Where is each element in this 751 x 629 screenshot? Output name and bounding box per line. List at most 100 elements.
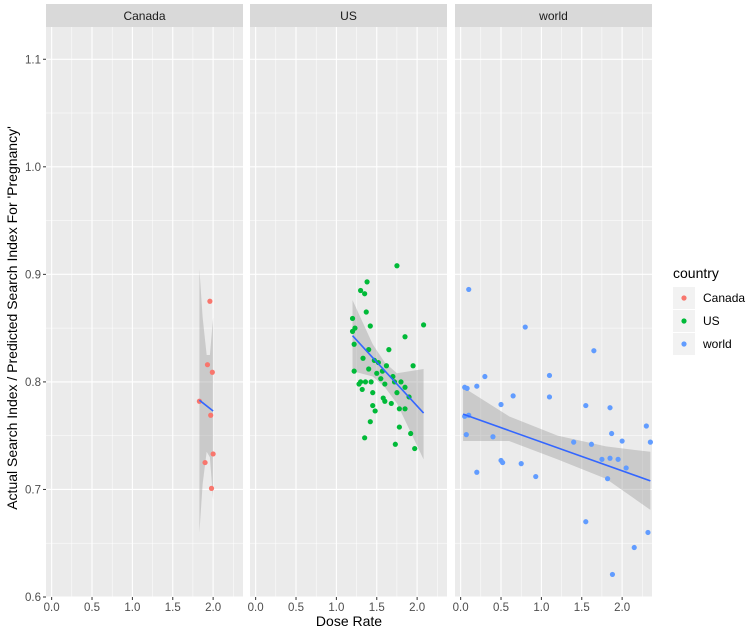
data-point-world	[474, 383, 480, 389]
fit-line-canada	[198, 399, 214, 412]
data-point-canada	[196, 398, 203, 404]
data-point-us	[410, 363, 416, 369]
data-point-us	[368, 379, 374, 385]
strip-label-world: world	[538, 9, 568, 23]
data-point-world	[464, 385, 470, 391]
x-tick-label: 2.0	[614, 602, 630, 614]
data-point-us	[356, 381, 362, 387]
x-tick-label: 0.5	[288, 602, 304, 614]
panel-background-us	[250, 27, 447, 597]
x-tick-label: 0.0	[44, 602, 60, 614]
data-point-us	[398, 379, 404, 385]
data-point-world	[607, 455, 613, 461]
y-axis-title: Actual Search Index / Predicted Search I…	[4, 126, 20, 510]
data-point-us	[367, 419, 373, 425]
facet-us: US	[250, 4, 447, 598]
legend-title: country	[673, 265, 719, 281]
x-tick-label: 1.5	[165, 602, 181, 614]
data-point-world	[607, 405, 613, 411]
data-point-us	[364, 279, 370, 285]
data-point-canada	[204, 362, 211, 368]
x-axis-title: Dose Rate	[316, 613, 382, 629]
y-tick-label: 0.6	[25, 592, 41, 604]
data-point-us	[402, 384, 408, 390]
data-point-canada	[202, 459, 208, 466]
facet-canada: Canada	[46, 4, 243, 598]
data-point-world	[510, 393, 516, 399]
data-point-us	[396, 424, 402, 430]
data-point-us	[360, 355, 366, 361]
data-point-us	[378, 376, 384, 382]
data-point-world	[522, 324, 528, 330]
data-point-world	[466, 286, 472, 293]
data-point-canada	[207, 298, 213, 304]
x-tick-label: 0.5	[493, 602, 509, 614]
data-point-world	[619, 438, 625, 444]
data-point-world	[609, 571, 616, 578]
data-point-world	[518, 461, 524, 467]
strip-label-canada: Canada	[123, 9, 165, 23]
data-point-world	[498, 401, 504, 408]
legend-label-canada: Canada	[703, 291, 745, 305]
data-point-us	[394, 263, 400, 269]
data-point-us	[362, 291, 368, 297]
data-point-us	[349, 315, 356, 322]
x-axis-us: 0.0 0.5 1.0 1.5 2.0	[248, 597, 425, 614]
y-tick-label: 1.1	[25, 54, 41, 66]
data-point-us	[386, 347, 392, 353]
facet-world: world	[455, 4, 653, 598]
x-tick-label: 1.0	[533, 602, 549, 614]
x-tick-label: 0.5	[84, 602, 100, 614]
panel-background-world	[455, 27, 652, 597]
data-point-us	[351, 341, 357, 347]
data-point-us	[362, 379, 369, 385]
data-point-us	[396, 406, 402, 412]
data-point-us	[362, 435, 368, 441]
data-point-world	[645, 529, 651, 536]
data-point-us	[359, 386, 365, 393]
data-point-us	[420, 322, 427, 328]
data-point-us	[370, 402, 376, 409]
data-point-us	[367, 323, 373, 329]
y-axis: 0.6 0.7 0.8 0.9 1.0 1.1	[25, 54, 46, 604]
legend-label-world: world	[702, 337, 732, 351]
data-point-world	[474, 469, 480, 475]
x-tick-label: 2.0	[409, 602, 425, 614]
data-point-world	[588, 441, 595, 447]
data-point-world	[599, 456, 605, 462]
data-point-world	[546, 394, 553, 400]
confidence-band-canada	[199, 268, 214, 533]
data-point-world	[482, 373, 488, 380]
data-point-us	[402, 334, 408, 340]
legend-label-us: US	[703, 314, 720, 328]
data-point-us	[349, 328, 356, 334]
data-point-canada	[209, 369, 215, 375]
data-point-us	[382, 381, 388, 387]
strip-world	[455, 4, 652, 27]
data-point-us	[351, 368, 357, 374]
confidence-band-us	[352, 300, 424, 460]
data-point-us	[358, 287, 364, 294]
fit-line-world	[462, 413, 651, 482]
data-point-world	[647, 439, 653, 445]
x-axis-canada: 0.0 0.5 1.0 1.5 2.0	[44, 597, 221, 614]
x-tick-label: 0.0	[453, 602, 469, 614]
data-point-canada	[208, 412, 214, 418]
data-point-canada	[208, 485, 215, 491]
data-point-us	[363, 309, 369, 315]
x-axis-world: 0.0 0.5 1.0 1.5 2.0	[453, 597, 630, 614]
data-point-us	[402, 406, 408, 412]
data-point-us	[382, 398, 388, 404]
x-tick-label: 2.0	[205, 602, 221, 614]
data-point-world	[583, 402, 589, 409]
data-point-us	[372, 408, 378, 414]
strip-us	[250, 4, 447, 27]
strip-label-us: US	[340, 9, 357, 23]
data-point-world	[546, 372, 553, 379]
data-point-us	[374, 370, 380, 376]
fit-line-us	[351, 335, 425, 414]
y-tick-label: 0.9	[25, 269, 41, 281]
data-point-us	[408, 430, 414, 437]
data-point-world	[643, 423, 649, 429]
